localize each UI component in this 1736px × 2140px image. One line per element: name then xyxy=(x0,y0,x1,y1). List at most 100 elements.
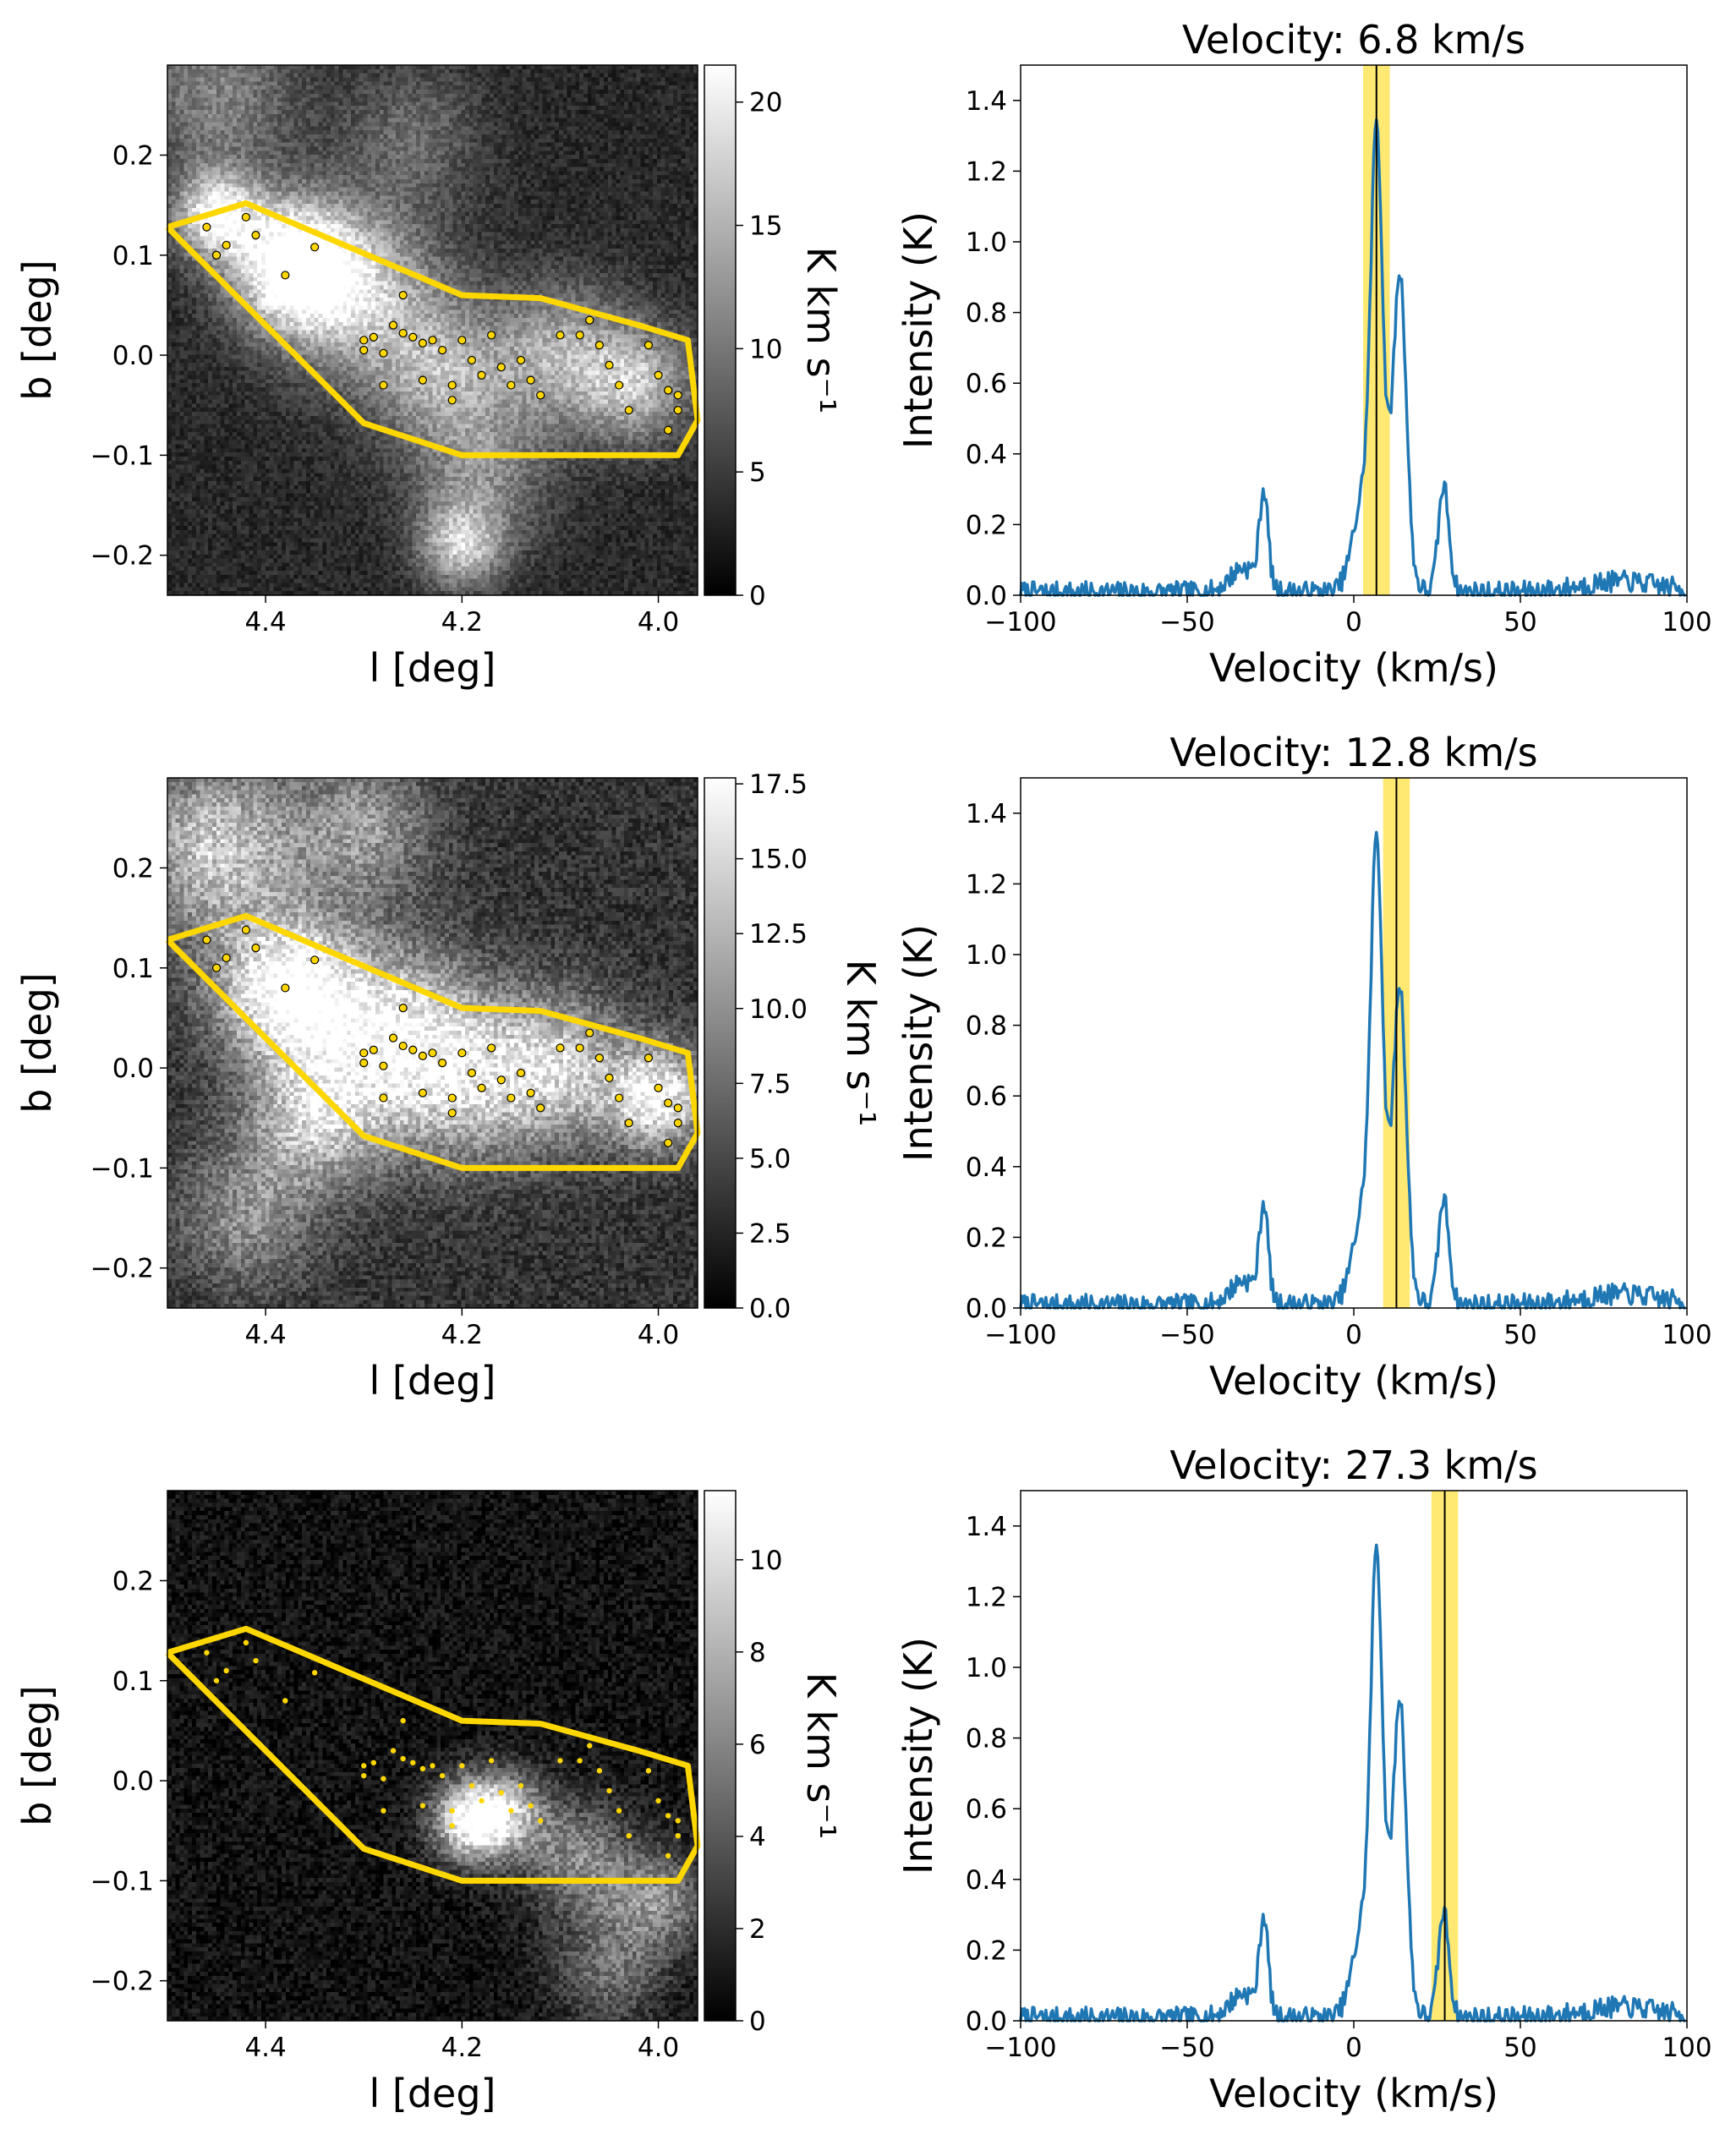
source-marker xyxy=(253,1657,259,1664)
map-ytick-label: −0.1 xyxy=(90,1153,154,1184)
spectrum-title: Velocity: 12.8 km/s xyxy=(1169,730,1537,775)
source-marker xyxy=(585,1028,594,1037)
source-marker xyxy=(419,1765,426,1772)
source-marker xyxy=(222,953,231,963)
source-marker xyxy=(616,1808,622,1814)
source-marker xyxy=(467,1068,477,1078)
spectrum-ytick-label: 0.8 xyxy=(966,1724,1007,1754)
source-marker xyxy=(381,1776,386,1782)
spectrum-title: Velocity: 27.3 km/s xyxy=(1169,1442,1537,1488)
source-marker xyxy=(241,925,250,934)
source-marker xyxy=(241,212,250,222)
region-polygon xyxy=(165,200,701,458)
source-marker xyxy=(282,1698,288,1704)
spectrum-xtick-label: 50 xyxy=(1503,2033,1536,2063)
source-marker xyxy=(664,1098,673,1108)
source-marker xyxy=(479,1798,485,1803)
source-marker xyxy=(418,338,427,348)
source-marker xyxy=(359,336,369,345)
map-ytick-label: −0.2 xyxy=(90,541,154,572)
source-marker xyxy=(361,1763,367,1769)
spectrum-xtick-label: −50 xyxy=(1159,607,1214,638)
source-marker xyxy=(507,380,516,390)
map-ytick-label: 0.2 xyxy=(112,140,154,171)
source-marker xyxy=(596,1768,603,1774)
source-marker xyxy=(675,1832,681,1839)
panel-row-1: 4.4 4.2 4.0 0.2 0.1 0.0 −0.1 −0.2 l [deg] b [deg]… xyxy=(14,17,1712,691)
spectrum-xtick-label: 100 xyxy=(1662,2033,1711,2063)
source-marker xyxy=(487,1043,496,1053)
source-marker xyxy=(624,1119,633,1128)
source-marker xyxy=(447,1093,457,1103)
source-marker xyxy=(577,1758,583,1764)
source-marker xyxy=(496,1075,506,1085)
spectrum-ytick-label: 1.4 xyxy=(966,1512,1007,1542)
source-marker xyxy=(557,1758,563,1764)
intensity-map-2 xyxy=(167,778,698,1308)
spectrum-ytick-label: 1.0 xyxy=(966,940,1007,971)
source-marker xyxy=(390,1748,397,1754)
source-marker xyxy=(447,380,457,390)
colorbar-label: K km s⁻¹ xyxy=(838,960,884,1127)
map-ytick-label: 0.1 xyxy=(112,1667,154,1697)
source-marker xyxy=(211,250,222,260)
colorbar xyxy=(704,777,737,1309)
spectrum-xlabel: Velocity (km/s) xyxy=(1209,1358,1498,1404)
source-marker xyxy=(516,355,526,365)
source-marker xyxy=(202,222,211,232)
colorbar-tick-label: 0 xyxy=(749,2006,766,2037)
spectrum-ytick-label: 0.6 xyxy=(966,1081,1007,1112)
source-marker xyxy=(594,341,604,350)
spectrum-xtick-label: 50 xyxy=(1503,1320,1536,1350)
source-marker xyxy=(468,1782,475,1789)
source-marker xyxy=(418,1088,427,1097)
colorbar-label: K km s⁻¹ xyxy=(798,1672,844,1840)
source-marker xyxy=(311,1670,318,1676)
map-ytick-label: 0.2 xyxy=(112,1566,154,1596)
spectrum-xtick-label: −100 xyxy=(984,1320,1056,1350)
map-xtick-label: 4.2 xyxy=(441,607,483,638)
source-marker xyxy=(361,1772,367,1779)
source-marker xyxy=(673,391,682,400)
source-marker xyxy=(538,1818,544,1824)
source-marker xyxy=(516,1068,526,1078)
spectrum-xtick-label: 0 xyxy=(1345,607,1362,638)
source-marker xyxy=(528,1803,534,1809)
source-marker xyxy=(526,1088,535,1097)
spectrum-ytick-label: 1.2 xyxy=(966,156,1007,187)
spectrum-xtick-label: 0 xyxy=(1345,2033,1362,2063)
source-marker xyxy=(615,1093,624,1103)
map-xtick-label: 4.0 xyxy=(638,607,679,638)
colorbar-label: K km s⁻¹ xyxy=(798,247,844,414)
spectrum-ytick-label: 0.2 xyxy=(966,1223,1007,1253)
source-marker xyxy=(243,1639,249,1646)
spectrum-xtick-label: 0 xyxy=(1345,1320,1362,1350)
spectrum-xtick-label: 100 xyxy=(1662,1320,1711,1350)
source-marker xyxy=(447,1108,457,1118)
map-xtick-label: 4.4 xyxy=(244,1320,286,1350)
panel-row-2: 4.4 4.2 4.0 0.2 0.1 0.0 −0.1 −0.2 l [deg] b [deg]… xyxy=(14,730,1712,1404)
source-marker xyxy=(400,1755,406,1762)
source-marker xyxy=(585,315,594,325)
source-marker xyxy=(388,1033,398,1043)
source-marker xyxy=(594,1054,604,1063)
source-marker xyxy=(575,1043,584,1053)
source-marker xyxy=(606,1787,612,1794)
map-ylabel: b [deg] xyxy=(14,260,60,400)
spectrum-ytick-label: 1.4 xyxy=(966,86,1007,117)
colorbar-tick-label: 5.0 xyxy=(749,1144,791,1174)
source-marker xyxy=(281,983,290,993)
colorbar-tick-label: 7.5 xyxy=(749,1069,791,1099)
spectrum-ytick-label: 0.4 xyxy=(966,440,1007,470)
source-marker xyxy=(654,1083,663,1092)
source-marker xyxy=(536,1103,545,1113)
source-marker xyxy=(379,1061,388,1070)
map-xtick-label: 4.0 xyxy=(638,1320,679,1350)
spectrum-xtick-label: −50 xyxy=(1159,1320,1214,1350)
source-marker xyxy=(398,1041,408,1051)
source-marker xyxy=(251,231,260,240)
spectrum-line xyxy=(1019,1543,1686,2022)
source-marker xyxy=(438,1059,447,1068)
source-marker xyxy=(439,1772,446,1779)
